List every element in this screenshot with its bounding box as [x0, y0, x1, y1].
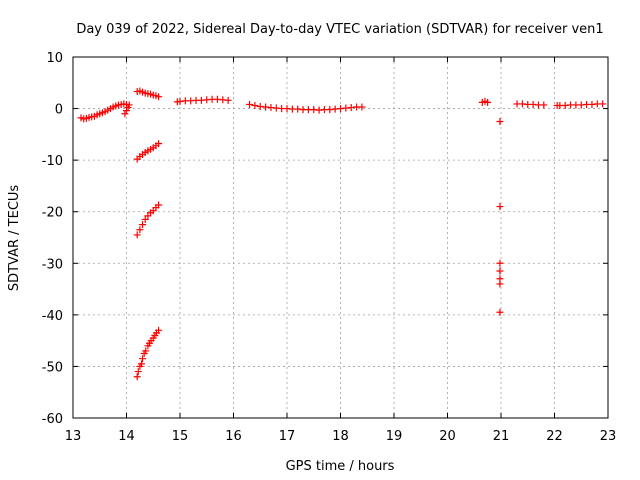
data-point [139, 355, 147, 363]
data-point [496, 117, 504, 125]
data-point [599, 100, 607, 108]
data-point [251, 101, 259, 109]
y-tick-label: -60 [42, 412, 63, 427]
chart-title: Day 039 of 2022, Sidereal Day-to-day VTE… [76, 22, 603, 37]
data-point [142, 347, 150, 355]
x-tick-label: 21 [493, 429, 510, 444]
data-point [224, 96, 232, 104]
series-6 [133, 326, 163, 381]
y-tick-label: -50 [42, 360, 63, 375]
data-point [155, 140, 163, 148]
y-tick-label: -10 [42, 154, 63, 169]
data-point [137, 360, 145, 368]
data-point [496, 203, 504, 211]
data-point [155, 326, 163, 334]
series-5 [133, 201, 163, 239]
data-point [139, 221, 147, 229]
series-12 [553, 100, 607, 109]
data-point [496, 280, 504, 288]
series-3 [133, 87, 163, 101]
series-11 [513, 100, 548, 109]
data-point [155, 93, 163, 101]
series-4 [133, 140, 163, 163]
data-point [133, 231, 141, 239]
series-7 [173, 95, 232, 106]
x-tick-label: 14 [118, 429, 135, 444]
grid [73, 57, 608, 418]
x-tick-label: 17 [279, 429, 296, 444]
x-tick-label: 22 [546, 429, 563, 444]
data-point [133, 373, 141, 381]
data-point [246, 100, 254, 108]
x-tick-label: 18 [332, 429, 349, 444]
x-tick-label: 23 [600, 429, 617, 444]
data-point [496, 259, 504, 267]
series-8 [246, 100, 366, 114]
series-1 [77, 100, 133, 123]
data-point [484, 98, 492, 106]
data-point [123, 107, 130, 115]
data-point [496, 267, 504, 275]
x-axis-label: GPS time / hours [286, 459, 395, 474]
data-points [77, 87, 607, 381]
data-point [124, 104, 132, 112]
series-2 [121, 104, 132, 118]
x-tick-label: 13 [65, 429, 82, 444]
data-point [121, 110, 129, 118]
data-point [496, 308, 504, 316]
data-point [358, 103, 366, 111]
series-10 [496, 117, 504, 316]
data-point [136, 226, 144, 234]
x-tick-label: 20 [439, 429, 456, 444]
y-tick-label: 0 [55, 103, 63, 118]
y-tick-label: -20 [42, 206, 63, 221]
y-tick-label: -40 [42, 309, 63, 324]
y-tick-label: -30 [42, 257, 63, 272]
y-tick-label: 10 [46, 51, 63, 66]
y-axis-label: SDTVAR / TECUs [7, 185, 22, 292]
data-point [141, 215, 149, 223]
series-9 [478, 97, 492, 106]
x-tick-label: 16 [225, 429, 242, 444]
data-point [155, 201, 163, 209]
data-point [134, 368, 142, 376]
x-tick-label: 19 [386, 429, 403, 444]
data-point [540, 101, 548, 109]
axis-ticks: 13 14 15 16 17 18 19 20 21 22 23 10 0 -10 -20 -30 -40 -50… [42, 51, 617, 444]
x-tick-label: 15 [172, 429, 189, 444]
